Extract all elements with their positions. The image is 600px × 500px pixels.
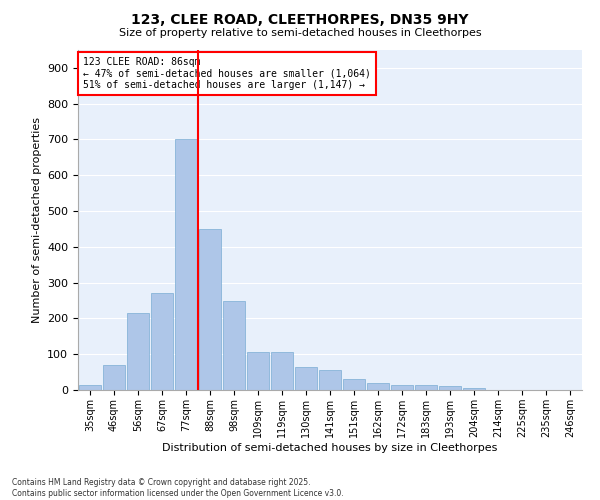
Bar bbox=[415, 384, 437, 390]
Bar bbox=[223, 300, 245, 390]
Bar bbox=[319, 370, 341, 390]
Bar bbox=[367, 383, 389, 390]
Text: Size of property relative to semi-detached houses in Cleethorpes: Size of property relative to semi-detach… bbox=[119, 28, 481, 38]
Bar bbox=[391, 384, 413, 390]
Bar bbox=[151, 294, 173, 390]
Bar bbox=[271, 352, 293, 390]
Bar bbox=[463, 388, 485, 390]
Bar bbox=[343, 380, 365, 390]
X-axis label: Distribution of semi-detached houses by size in Cleethorpes: Distribution of semi-detached houses by … bbox=[163, 442, 497, 452]
Bar bbox=[295, 366, 317, 390]
Text: 123, CLEE ROAD, CLEETHORPES, DN35 9HY: 123, CLEE ROAD, CLEETHORPES, DN35 9HY bbox=[131, 12, 469, 26]
Text: 123 CLEE ROAD: 86sqm
← 47% of semi-detached houses are smaller (1,064)
51% of se: 123 CLEE ROAD: 86sqm ← 47% of semi-detac… bbox=[83, 57, 371, 90]
Bar bbox=[247, 352, 269, 390]
Bar bbox=[439, 386, 461, 390]
Text: Contains HM Land Registry data © Crown copyright and database right 2025.
Contai: Contains HM Land Registry data © Crown c… bbox=[12, 478, 344, 498]
Bar bbox=[103, 365, 125, 390]
Bar bbox=[175, 140, 197, 390]
Bar bbox=[79, 384, 101, 390]
Y-axis label: Number of semi-detached properties: Number of semi-detached properties bbox=[32, 117, 41, 323]
Bar bbox=[199, 229, 221, 390]
Bar bbox=[127, 313, 149, 390]
